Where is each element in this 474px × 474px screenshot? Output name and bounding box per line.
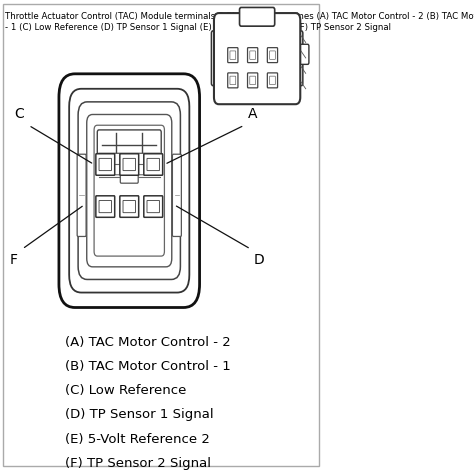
- Text: D: D: [254, 253, 264, 267]
- FancyBboxPatch shape: [99, 201, 111, 213]
- FancyBboxPatch shape: [228, 48, 238, 63]
- FancyBboxPatch shape: [230, 76, 236, 84]
- FancyBboxPatch shape: [96, 196, 115, 217]
- FancyBboxPatch shape: [144, 196, 163, 217]
- Text: Throttle Actuator Control (TAC) Module terminals-3.5L and 3.6L engines (A) TAC M: Throttle Actuator Control (TAC) Module t…: [5, 12, 474, 32]
- FancyBboxPatch shape: [211, 31, 221, 86]
- FancyBboxPatch shape: [120, 169, 138, 183]
- FancyBboxPatch shape: [293, 31, 303, 86]
- Text: (B) TAC Motor Control - 1: (B) TAC Motor Control - 1: [65, 360, 231, 373]
- FancyBboxPatch shape: [87, 115, 172, 267]
- Text: C: C: [14, 108, 24, 121]
- FancyBboxPatch shape: [147, 158, 159, 171]
- FancyBboxPatch shape: [120, 154, 139, 175]
- FancyBboxPatch shape: [101, 164, 157, 175]
- FancyBboxPatch shape: [270, 76, 275, 84]
- FancyBboxPatch shape: [69, 89, 189, 292]
- FancyBboxPatch shape: [214, 13, 300, 104]
- FancyBboxPatch shape: [3, 4, 319, 466]
- FancyBboxPatch shape: [147, 201, 159, 213]
- Text: (A) TAC Motor Control - 2: (A) TAC Motor Control - 2: [65, 336, 231, 348]
- FancyBboxPatch shape: [94, 125, 164, 256]
- FancyBboxPatch shape: [239, 8, 275, 26]
- FancyBboxPatch shape: [97, 130, 161, 155]
- Text: (E) 5-Volt Reference 2: (E) 5-Volt Reference 2: [65, 433, 210, 446]
- FancyBboxPatch shape: [247, 73, 258, 88]
- FancyBboxPatch shape: [230, 51, 236, 59]
- FancyBboxPatch shape: [59, 74, 200, 308]
- Text: (F) TP Sensor 2 Signal: (F) TP Sensor 2 Signal: [65, 457, 211, 470]
- FancyBboxPatch shape: [123, 158, 136, 171]
- FancyBboxPatch shape: [267, 48, 278, 63]
- FancyBboxPatch shape: [250, 51, 255, 59]
- FancyBboxPatch shape: [228, 73, 238, 88]
- FancyBboxPatch shape: [299, 44, 309, 64]
- FancyBboxPatch shape: [120, 196, 139, 217]
- FancyBboxPatch shape: [144, 154, 163, 175]
- FancyBboxPatch shape: [267, 73, 278, 88]
- FancyBboxPatch shape: [250, 76, 255, 84]
- FancyBboxPatch shape: [78, 102, 181, 280]
- Text: F: F: [9, 253, 18, 267]
- FancyBboxPatch shape: [173, 154, 182, 237]
- FancyBboxPatch shape: [123, 201, 136, 213]
- FancyBboxPatch shape: [99, 158, 111, 171]
- FancyBboxPatch shape: [96, 154, 115, 175]
- FancyBboxPatch shape: [77, 154, 86, 237]
- FancyBboxPatch shape: [270, 51, 275, 59]
- Text: (C) Low Reference: (C) Low Reference: [65, 384, 187, 397]
- Text: A: A: [247, 108, 257, 121]
- FancyBboxPatch shape: [98, 153, 161, 166]
- Text: (D) TP Sensor 1 Signal: (D) TP Sensor 1 Signal: [65, 409, 214, 421]
- FancyBboxPatch shape: [247, 48, 258, 63]
